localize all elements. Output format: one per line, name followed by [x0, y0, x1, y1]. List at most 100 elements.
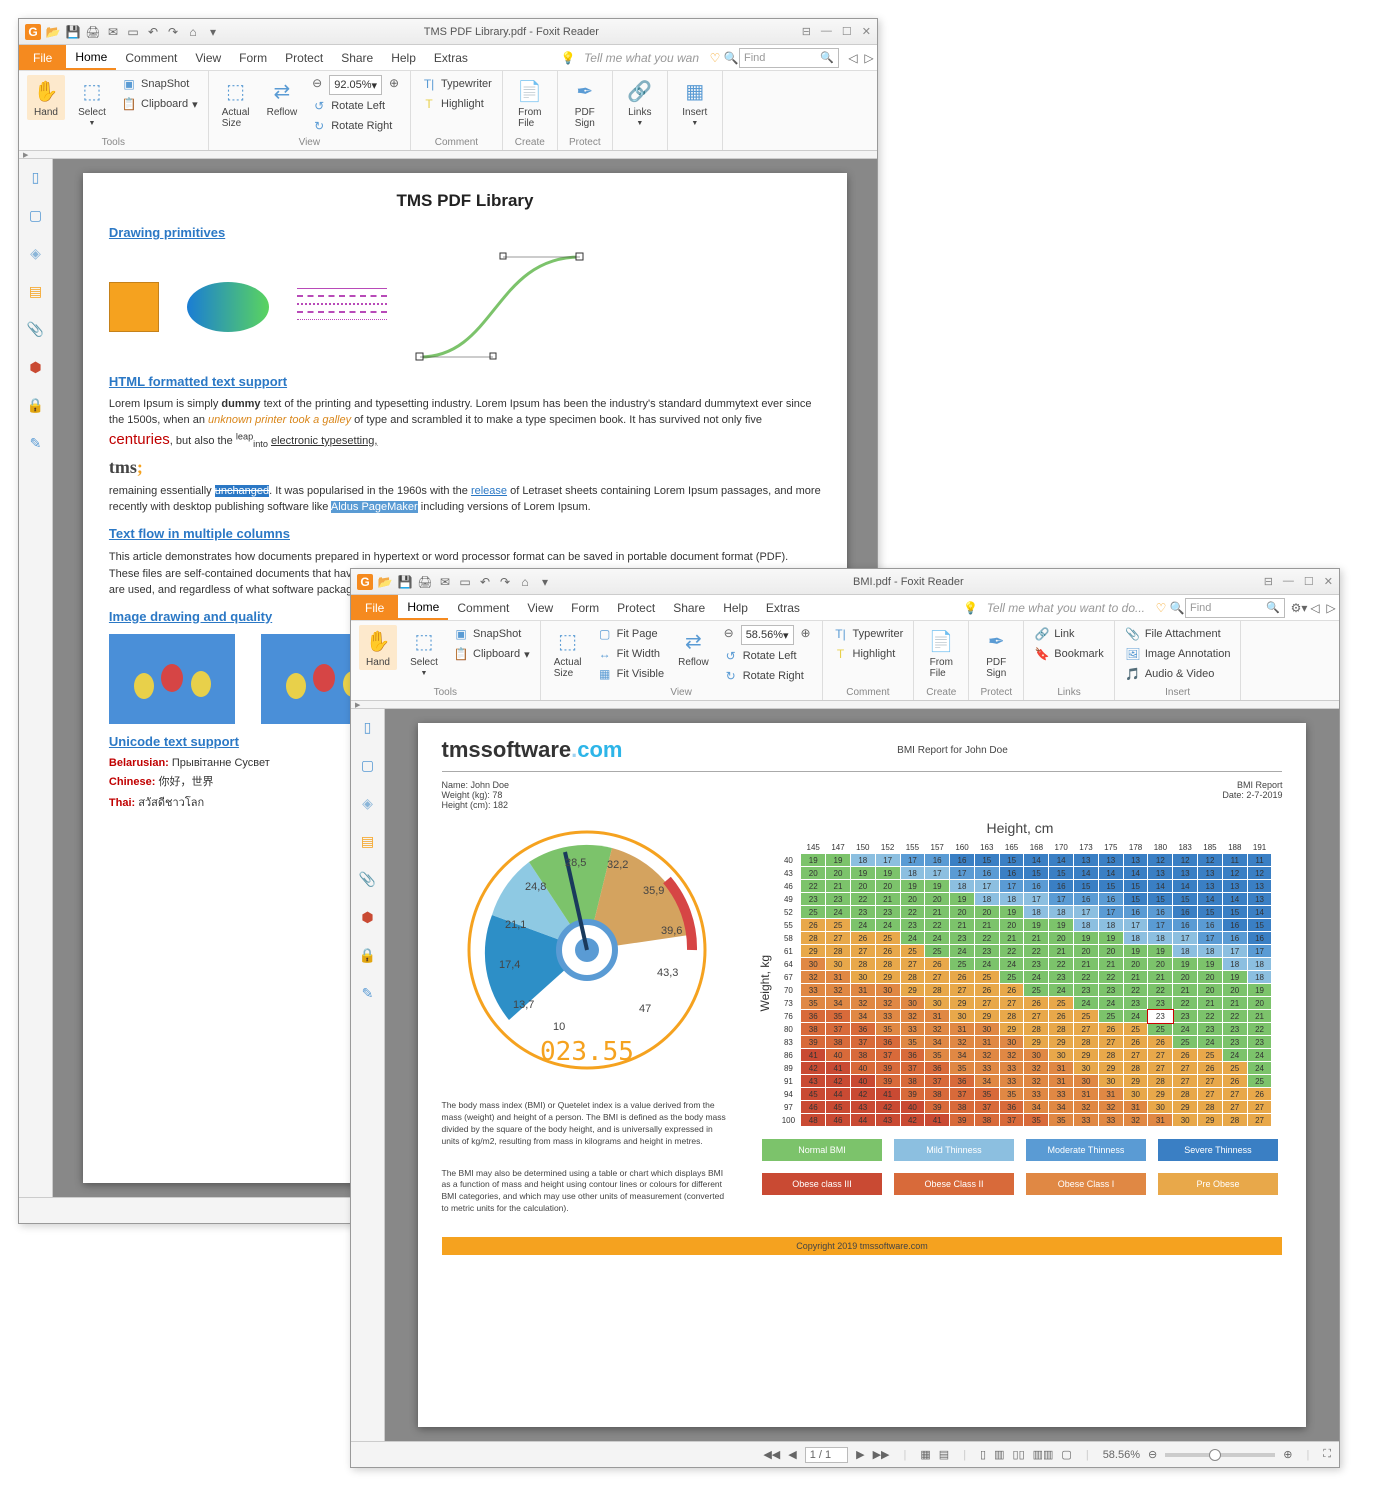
- fit-visible-button[interactable]: ▦Fit Visible: [595, 665, 666, 683]
- qat-dropdown-icon[interactable]: ▾: [537, 574, 553, 590]
- facing-icon[interactable]: ▯▯: [1013, 1448, 1025, 1461]
- menu-comment[interactable]: Comment: [116, 45, 186, 70]
- save-icon[interactable]: 💾: [65, 24, 81, 40]
- security-panel-icon[interactable]: 🔒: [26, 395, 46, 415]
- highlight-button[interactable]: THighlight: [831, 645, 906, 663]
- reflow-button[interactable]: ⇄Reflow: [674, 625, 713, 670]
- pages-panel-icon[interactable]: ▢: [358, 755, 378, 775]
- thumbnails-view-icon[interactable]: ▦: [920, 1448, 930, 1461]
- menu-extras[interactable]: Extras: [425, 45, 477, 70]
- redo-icon[interactable]: ↷: [497, 574, 513, 590]
- menu-form[interactable]: Form: [562, 595, 608, 620]
- hand-tool-button[interactable]: ✋Hand: [27, 75, 65, 120]
- close-icon[interactable]: ✕: [862, 25, 871, 38]
- zoom-combo[interactable]: 58.56% ▾: [741, 625, 794, 645]
- comments-panel-icon[interactable]: ▤: [26, 281, 46, 301]
- bulb-icon[interactable]: 💡: [963, 600, 979, 616]
- fit-page-button[interactable]: ▢Fit Page: [595, 625, 666, 643]
- snapshot-icon[interactable]: ▭: [457, 574, 473, 590]
- link-button[interactable]: 🔗Link: [1032, 625, 1106, 643]
- pages-panel-icon[interactable]: ▢: [26, 205, 46, 225]
- file-attachment-button[interactable]: 📎File Attachment: [1123, 625, 1233, 643]
- print-icon[interactable]: 🖨: [85, 24, 101, 40]
- select-tool-button[interactable]: ⬚Select▼: [405, 625, 443, 679]
- zoom-slider[interactable]: [1165, 1453, 1275, 1457]
- zoom-out-icon[interactable]: ⊖: [309, 75, 325, 91]
- pdf-sign-button[interactable]: ✒PDF Sign: [977, 625, 1015, 681]
- menu-help[interactable]: Help: [714, 595, 757, 620]
- signatures-panel-icon[interactable]: ✎: [358, 983, 378, 1003]
- redo-icon[interactable]: ↷: [165, 24, 181, 40]
- highlight-button[interactable]: THighlight: [419, 95, 494, 113]
- zoom-in-icon[interactable]: ⊕: [386, 75, 402, 91]
- ribbon-expand-tab[interactable]: ▶: [19, 151, 877, 159]
- attachments-panel-icon[interactable]: 📎: [26, 319, 46, 339]
- tell-me-search[interactable]: Tell me what you wan: [576, 51, 707, 65]
- maximize-icon[interactable]: ☐: [842, 25, 852, 38]
- menu-comment[interactable]: Comment: [448, 595, 518, 620]
- menu-home[interactable]: Home: [66, 45, 116, 70]
- menu-protect[interactable]: Protect: [276, 45, 332, 70]
- find-input[interactable]: Find🔍: [1185, 598, 1285, 618]
- zoom-in-icon[interactable]: ⊕: [798, 625, 814, 641]
- next-page-icon[interactable]: ▶: [856, 1448, 864, 1461]
- audio-video-button[interactable]: 🎵Audio & Video: [1123, 665, 1233, 683]
- print-icon[interactable]: 🖨: [417, 574, 433, 590]
- minimize-icon[interactable]: —: [1283, 575, 1294, 588]
- fullscreen-icon[interactable]: ⛶: [1323, 1448, 1331, 1461]
- ribbon-min-icon[interactable]: ⊟: [1264, 575, 1273, 588]
- from-file-button[interactable]: 📄From File: [922, 625, 960, 681]
- ribbon-min-icon[interactable]: ⊟: [802, 25, 811, 38]
- file-tab[interactable]: File: [351, 595, 398, 620]
- search-icon[interactable]: 🔍: [723, 50, 739, 66]
- menu-form[interactable]: Form: [230, 45, 276, 70]
- zoom-out-status-icon[interactable]: ⊖: [1148, 1448, 1157, 1461]
- prev-page-icon[interactable]: ◀: [788, 1448, 796, 1461]
- find-next-icon[interactable]: ▷: [1323, 600, 1339, 616]
- page-number-input[interactable]: 1 / 1: [805, 1447, 848, 1463]
- menu-view[interactable]: View: [186, 45, 230, 70]
- select-tool-button[interactable]: ⬚Select▼: [73, 75, 111, 129]
- hand-tool-button[interactable]: ✋Hand: [359, 625, 397, 670]
- reading-view-icon[interactable]: ▤: [939, 1448, 949, 1461]
- fit-width-button[interactable]: ↔Fit Width: [595, 645, 666, 663]
- clipboard-button[interactable]: 📋Clipboard ▾: [119, 95, 200, 113]
- typewriter-button[interactable]: T|Typewriter: [831, 625, 906, 643]
- find-input[interactable]: Find🔍: [739, 48, 839, 68]
- attachments-panel-icon[interactable]: 📎: [358, 869, 378, 889]
- save-icon[interactable]: 💾: [397, 574, 413, 590]
- insert-button[interactable]: ▦Insert▼: [676, 75, 714, 129]
- zoom-combo[interactable]: 92.05% ▾: [329, 75, 382, 95]
- home-icon[interactable]: ⌂: [517, 574, 533, 590]
- heart-icon[interactable]: ♡: [1153, 600, 1169, 616]
- typewriter-button[interactable]: T|Typewriter: [419, 75, 494, 93]
- menu-extras[interactable]: Extras: [757, 595, 809, 620]
- zoom-out-icon[interactable]: ⊖: [721, 625, 737, 641]
- ribbon-expand-tab[interactable]: ▶: [351, 701, 1339, 709]
- security-panel-icon[interactable]: 🔒: [358, 945, 378, 965]
- continuous-facing-icon[interactable]: ▥▥: [1033, 1448, 1054, 1461]
- continuous-icon[interactable]: ▥: [994, 1448, 1004, 1461]
- mail-icon[interactable]: ✉: [105, 24, 121, 40]
- undo-icon[interactable]: ↶: [477, 574, 493, 590]
- shield-panel-icon[interactable]: ⬢: [358, 907, 378, 927]
- menu-home[interactable]: Home: [398, 595, 448, 620]
- bulb-icon[interactable]: 💡: [560, 50, 576, 66]
- bookmark-button[interactable]: 🔖Bookmark: [1032, 645, 1106, 663]
- heart-icon[interactable]: ♡: [707, 50, 723, 66]
- undo-icon[interactable]: ↶: [145, 24, 161, 40]
- links-button[interactable]: 🔗Links▼: [621, 75, 659, 129]
- rotate-left-button[interactable]: ↺Rotate Left: [309, 97, 402, 115]
- mail-icon[interactable]: ✉: [437, 574, 453, 590]
- separate-cover-icon[interactable]: ▢: [1061, 1448, 1071, 1461]
- layers-panel-icon[interactable]: ◈: [26, 243, 46, 263]
- menu-view[interactable]: View: [518, 595, 562, 620]
- from-file-button[interactable]: 📄From File: [511, 75, 549, 131]
- settings-icon[interactable]: ⚙▾: [1291, 600, 1307, 616]
- menu-help[interactable]: Help: [382, 45, 425, 70]
- open-icon[interactable]: 📂: [45, 24, 61, 40]
- clipboard-button[interactable]: 📋Clipboard ▾: [451, 645, 532, 663]
- shield-panel-icon[interactable]: ⬢: [26, 357, 46, 377]
- minimize-icon[interactable]: —: [821, 25, 832, 38]
- menu-share[interactable]: Share: [332, 45, 382, 70]
